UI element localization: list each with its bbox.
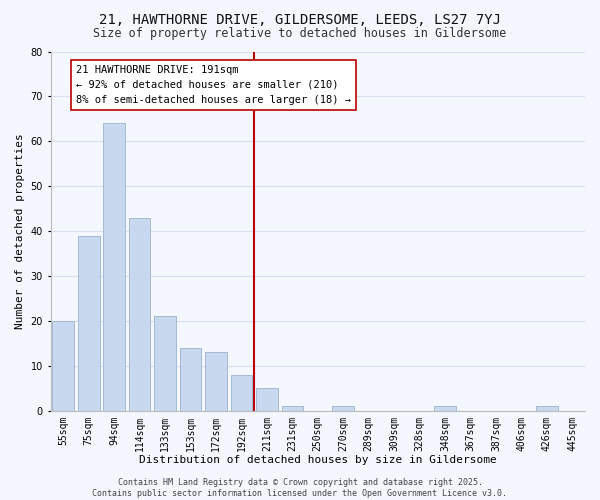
Bar xyxy=(205,352,227,410)
Y-axis label: Number of detached properties: Number of detached properties xyxy=(15,133,25,329)
Bar xyxy=(129,218,151,410)
Bar xyxy=(52,321,74,410)
Bar xyxy=(256,388,278,410)
Bar xyxy=(78,236,100,410)
Bar xyxy=(103,124,125,410)
Bar xyxy=(332,406,354,410)
Bar xyxy=(434,406,456,410)
Bar xyxy=(230,375,252,410)
Bar xyxy=(180,348,202,410)
Bar xyxy=(154,316,176,410)
Text: 21 HAWTHORNE DRIVE: 191sqm
← 92% of detached houses are smaller (210)
8% of semi: 21 HAWTHORNE DRIVE: 191sqm ← 92% of deta… xyxy=(76,65,351,104)
Text: Contains HM Land Registry data © Crown copyright and database right 2025.
Contai: Contains HM Land Registry data © Crown c… xyxy=(92,478,508,498)
X-axis label: Distribution of detached houses by size in Gildersome: Distribution of detached houses by size … xyxy=(139,455,497,465)
Bar xyxy=(281,406,303,410)
Text: Size of property relative to detached houses in Gildersome: Size of property relative to detached ho… xyxy=(94,28,506,40)
Text: 21, HAWTHORNE DRIVE, GILDERSOME, LEEDS, LS27 7YJ: 21, HAWTHORNE DRIVE, GILDERSOME, LEEDS, … xyxy=(99,12,501,26)
Bar xyxy=(536,406,557,410)
